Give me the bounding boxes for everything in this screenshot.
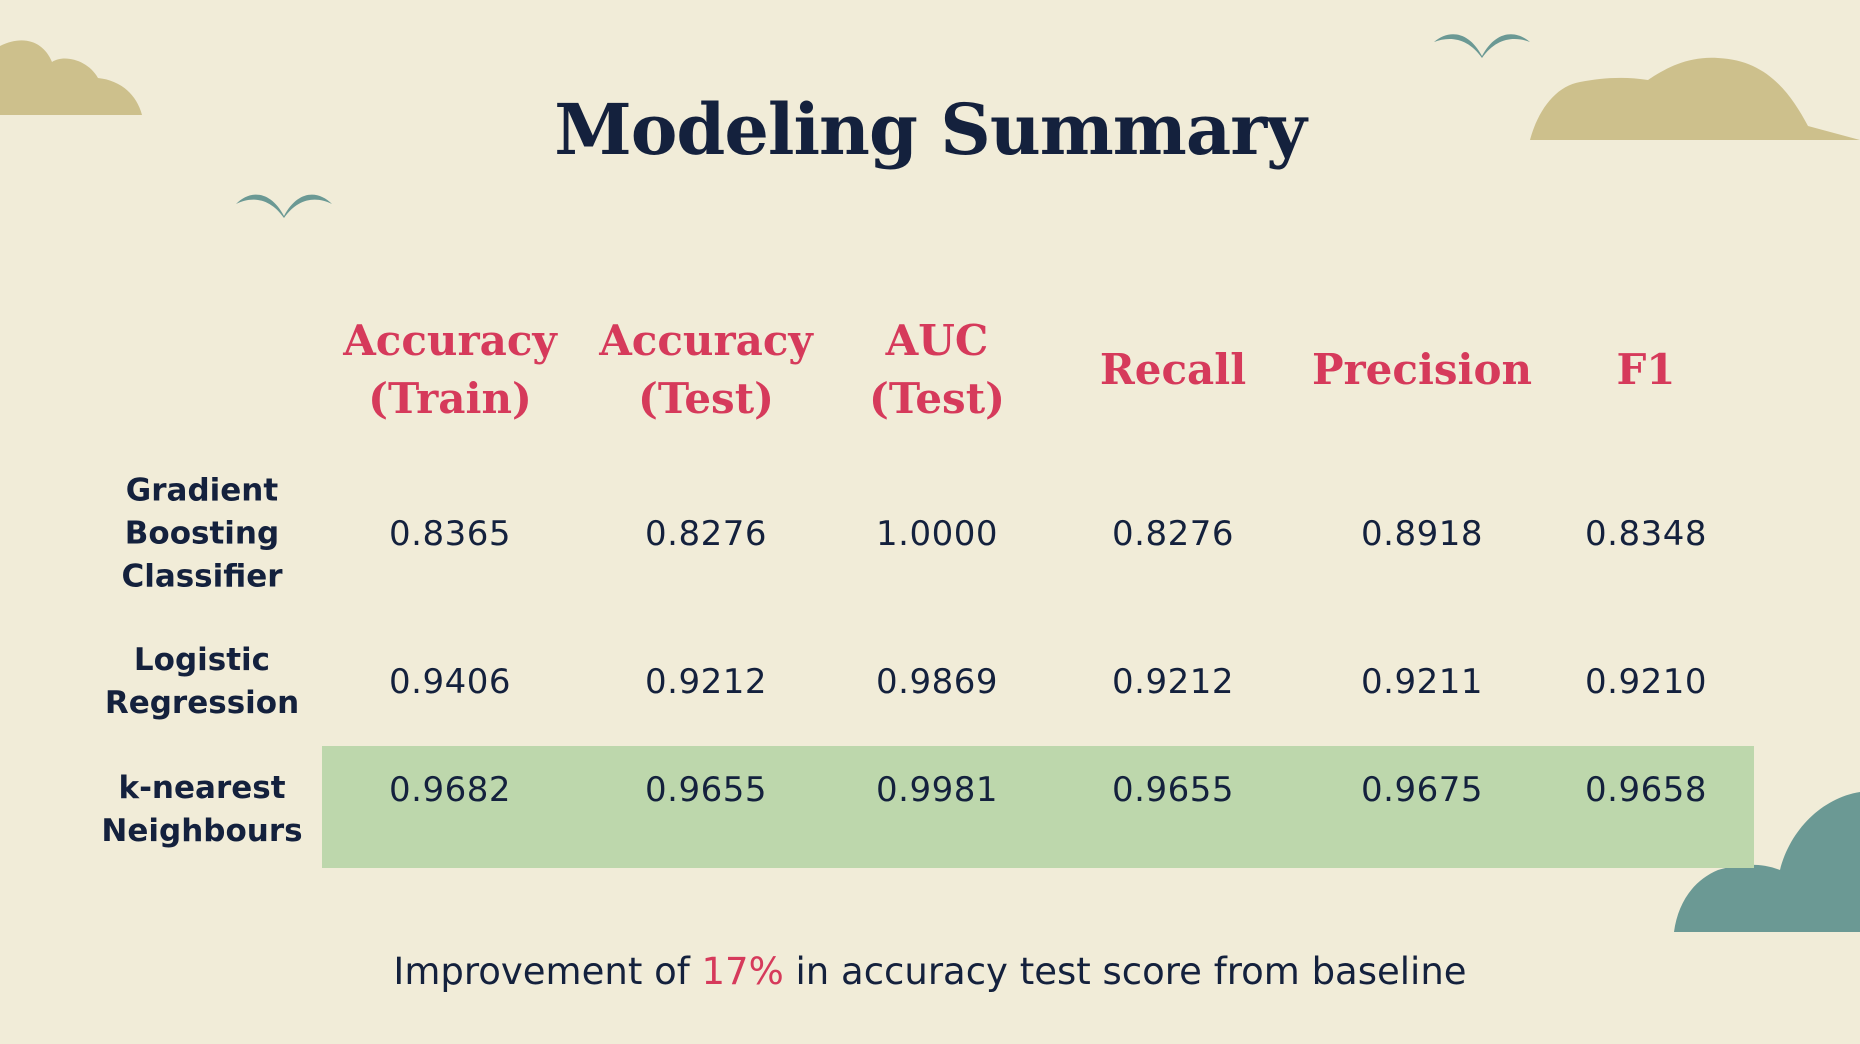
table-cell: 0.9406 bbox=[389, 662, 511, 702]
column-header-precision: Precision bbox=[1311, 345, 1533, 394]
footer-highlight: 17% bbox=[701, 950, 784, 993]
table-cell: 0.9869 bbox=[876, 662, 998, 702]
column-header-auc-test: AUC (Test) bbox=[869, 316, 1005, 423]
table-cell: 1.0000 bbox=[876, 514, 998, 554]
table-cell: 0.8348 bbox=[1585, 514, 1707, 554]
table-cell: 0.9655 bbox=[1112, 770, 1234, 810]
table-cell: 0.9658 bbox=[1585, 770, 1707, 810]
column-header-recall: Recall bbox=[1099, 345, 1247, 394]
footer-note: Improvement of 17% in accuracy test scor… bbox=[0, 950, 1860, 993]
table-cell: 0.9210 bbox=[1585, 662, 1707, 702]
table-cell: 0.8276 bbox=[645, 514, 767, 554]
row-label-k-nearest-neighbours: k-nearest Neighbours bbox=[101, 770, 303, 849]
cloud-bottom-right-icon bbox=[1674, 792, 1860, 932]
best-model-row-highlight bbox=[322, 746, 1754, 868]
table-cell: 0.8365 bbox=[389, 514, 511, 554]
cloud-top-left-icon bbox=[0, 40, 142, 115]
column-header-f1: F1 bbox=[1616, 345, 1676, 394]
table-cell: 0.9675 bbox=[1361, 770, 1483, 810]
table-cell: 0.8276 bbox=[1112, 514, 1234, 554]
table-cell: 0.9682 bbox=[389, 770, 511, 810]
footer-suffix: in accuracy test score from baseline bbox=[783, 950, 1467, 993]
column-header-accuracy-train: Accuracy (Train) bbox=[343, 316, 557, 423]
table-cell: 0.9212 bbox=[645, 662, 767, 702]
cloud-top-right-icon bbox=[1530, 57, 1860, 140]
page-title: Modeling Summary bbox=[554, 88, 1307, 171]
bird-top-right-icon bbox=[1434, 34, 1530, 58]
row-label-logistic-regression: Logistic Regression bbox=[104, 642, 300, 721]
footer-prefix: Improvement of bbox=[393, 950, 702, 993]
table-cell: 0.9655 bbox=[645, 770, 767, 810]
table-cell: 0.9211 bbox=[1361, 662, 1483, 702]
table-cell: 0.8918 bbox=[1361, 514, 1483, 554]
bird-left-icon bbox=[236, 194, 332, 218]
column-header-accuracy-test: Accuracy (Test) bbox=[599, 316, 813, 423]
row-label-gradient-boosting: Gradient Boosting Classifier bbox=[121, 472, 283, 595]
table-cell: 0.9981 bbox=[876, 770, 998, 810]
table-cell: 0.9212 bbox=[1112, 662, 1234, 702]
